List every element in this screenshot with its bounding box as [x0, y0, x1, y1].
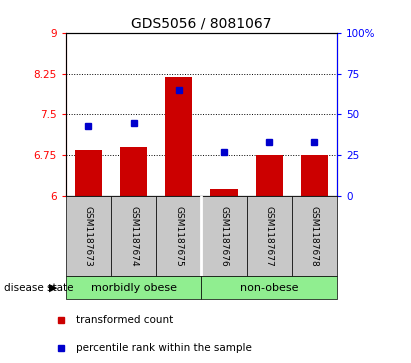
Bar — [111, 196, 156, 276]
Text: GSM1187676: GSM1187676 — [219, 205, 229, 266]
Text: ▶: ▶ — [49, 283, 58, 293]
Bar — [201, 276, 337, 299]
Bar — [201, 196, 247, 276]
Bar — [256, 155, 283, 196]
Text: transformed count: transformed count — [76, 315, 174, 325]
Bar — [301, 155, 328, 196]
Text: disease state: disease state — [4, 283, 74, 293]
Text: non-obese: non-obese — [240, 283, 298, 293]
Text: GSM1187674: GSM1187674 — [129, 205, 138, 266]
Bar — [165, 77, 192, 196]
Text: percentile rank within the sample: percentile rank within the sample — [76, 343, 252, 352]
Text: morbidly obese: morbidly obese — [90, 283, 177, 293]
Bar — [66, 196, 111, 276]
Text: GSM1187675: GSM1187675 — [174, 205, 183, 266]
Bar — [210, 189, 238, 196]
Bar — [75, 150, 102, 196]
Bar — [292, 196, 337, 276]
Title: GDS5056 / 8081067: GDS5056 / 8081067 — [131, 16, 272, 30]
Text: GSM1187678: GSM1187678 — [310, 205, 319, 266]
Text: GSM1187677: GSM1187677 — [265, 205, 274, 266]
Bar — [156, 196, 201, 276]
Text: GSM1187673: GSM1187673 — [84, 205, 93, 266]
Bar — [120, 147, 147, 196]
Bar — [66, 276, 201, 299]
Bar — [247, 196, 292, 276]
